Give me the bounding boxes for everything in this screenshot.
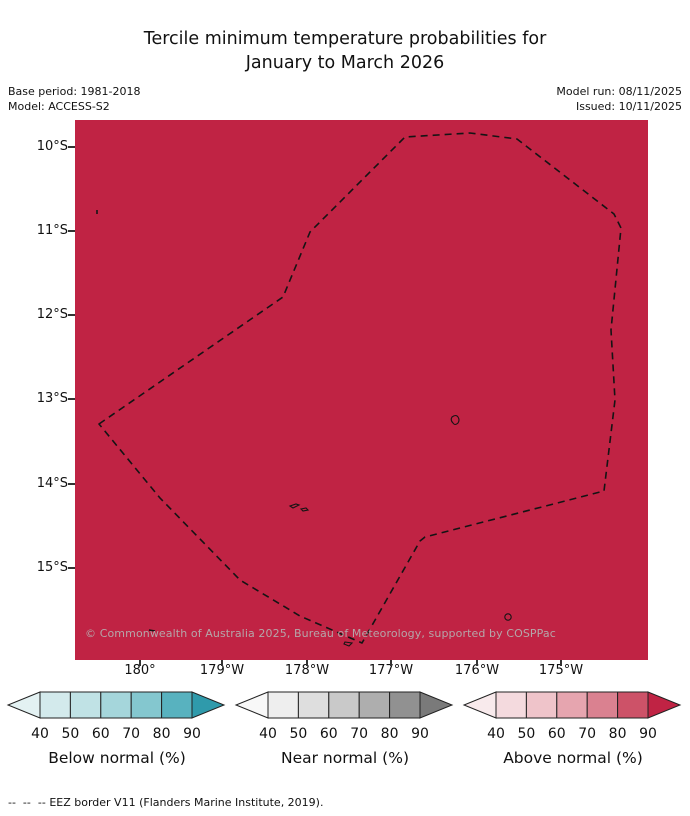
base-period-label: Base period: 1981-2018 [8,85,141,98]
meta-left: Base period: 1981-2018 Model: ACCESS-S2 [8,84,140,114]
legend-tick: 60 [319,726,338,742]
page-title: Tercile minimum temperature probabilitie… [0,27,690,75]
legend-tick: 40 [259,726,277,742]
legend-tick: 40 [487,726,505,742]
x-axis-label: 176°W [454,663,500,678]
x-axis-tick [390,660,392,666]
title-line-2: January to March 2026 [245,53,445,74]
legend-below-normal: 40 50 60 70 80 90 Below normal (%) [6,691,228,767]
map-fill [75,120,648,660]
y-axis-label: 10°S [36,139,68,154]
legend-ticks: 40 50 60 70 80 90 [6,726,228,746]
x-axis-tick [221,660,223,666]
x-axis-tick [476,660,478,666]
footer-note: -- -- -- EEZ border V11 (Flanders Marine… [8,796,323,809]
map-copyright: © Commonwealth of Australia 2025, Bureau… [85,627,556,640]
legend-tick: 80 [152,726,171,742]
x-axis-tick [306,660,308,666]
x-axis-tick [139,660,141,666]
island-icon [288,503,301,509]
legend-tick: 80 [380,726,399,742]
legend-bar-below-normal [6,691,226,719]
legend-near-normal: 40 50 60 70 80 90 Near normal (%) [234,691,456,767]
legend-caption: Above normal (%) [503,749,643,767]
eez-note: EEZ border V11 (Flanders Marine Institut… [49,796,324,809]
legend-caption: Near normal (%) [281,749,409,767]
legend-tick: 50 [289,726,308,742]
legend-bar-near-normal [234,691,454,719]
y-axis-tick [68,398,75,400]
y-axis-label: 11°S [36,223,68,238]
legend-tick: 70 [350,726,369,742]
x-axis-tick [560,660,562,666]
legend-tick: 50 [61,726,80,742]
legend-tick: 60 [91,726,110,742]
y-axis-tick [68,314,75,316]
model-label: Model: ACCESS-S2 [8,100,110,113]
meta-right: Model run: 08/11/2025 Issued: 10/11/2025 [556,84,682,114]
eez-dash-sample: -- -- -- [8,796,46,809]
map-area: © Commonwealth of Australia 2025, Bureau… [75,120,648,660]
legend-bar-above-normal [462,691,682,719]
x-axis-label: 178°W [284,663,330,678]
title-line-1: Tercile minimum temperature probabilitie… [143,29,547,49]
legend-tick: 60 [547,726,566,742]
legend-tick: 90 [183,726,201,742]
x-axis-label: 179°W [199,663,245,678]
y-axis-label: 12°S [36,307,68,322]
island-icon [343,641,354,647]
x-axis-label: 180° [124,663,156,678]
island-icon [299,507,310,512]
y-axis-tick [68,146,75,148]
legend-caption: Below normal (%) [48,749,186,767]
legend-tick: 80 [608,726,627,742]
model-run-label: Model run: 08/11/2025 [556,85,682,98]
legend-tick: 90 [411,726,429,742]
island-icon [504,613,512,621]
y-axis-tick [68,230,75,232]
x-axis-label: 175°W [538,663,584,678]
y-axis-tick [68,567,75,569]
issued-label: Issued: 10/11/2025 [575,100,682,113]
legend-tick: 40 [31,726,49,742]
legend-tick: 70 [578,726,597,742]
map-canvas [75,120,648,660]
eez-border-path [98,132,622,644]
y-axis-label: 15°S [36,560,68,575]
legend-ticks: 40 50 60 70 80 90 [234,726,456,746]
island-icon [148,629,156,632]
legend-tick: 50 [517,726,536,742]
island-icon [450,414,460,426]
y-axis-label: 14°S [36,476,68,491]
legend-tick: 90 [639,726,657,742]
y-axis-tick [68,483,75,485]
legend-tick: 70 [122,726,141,742]
legend-row: 40 50 60 70 80 90 Below normal (%) 40 50 60 70 80… [0,691,690,767]
legend-ticks: 40 50 60 70 80 90 [462,726,684,746]
x-axis-label: 177°W [368,663,414,678]
legend-above-normal: 40 50 60 70 80 90 Above normal (%) [462,691,684,767]
y-axis-label: 13°S [36,391,68,406]
